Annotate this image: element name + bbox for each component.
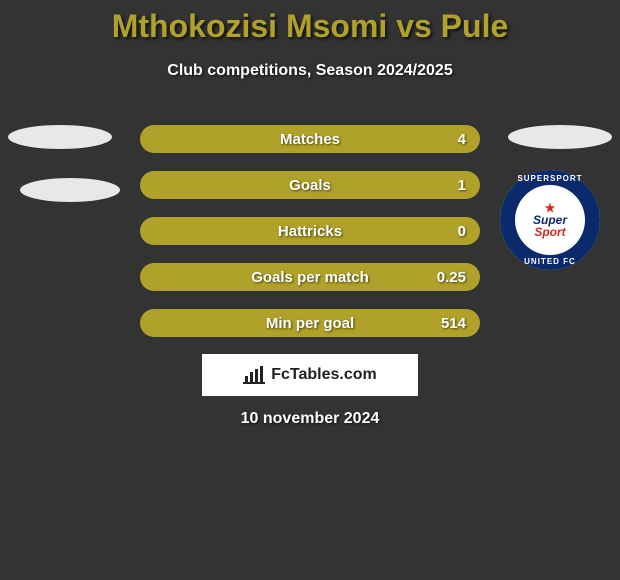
stat-bar: Matches 4: [140, 125, 480, 153]
stat-label: Goals: [289, 177, 331, 194]
subtitle: Club competitions, Season 2024/2025: [0, 62, 620, 80]
watermark-text: FcTables.com: [271, 366, 377, 384]
placeholder-oval-right-1: [508, 125, 612, 149]
stat-bar: Goals per match 0.25: [140, 263, 480, 291]
placeholder-oval-left-2: [20, 178, 120, 202]
stat-value-right: 1: [458, 177, 466, 194]
placeholder-oval-left-1: [8, 125, 112, 149]
badge-ring-text-bot: UNITED FC: [524, 257, 576, 266]
chart-icon: [243, 366, 265, 384]
badge-sport-text: Sport: [534, 226, 565, 238]
stat-bar: Goals 1: [140, 171, 480, 199]
watermark: FcTables.com: [202, 354, 418, 396]
club-badge: SUPERSPORT UNITED FC ★ Super Sport: [500, 170, 600, 270]
badge-ring-text-top: SUPERSPORT: [517, 174, 582, 183]
date-text: 10 november 2024: [0, 410, 620, 428]
stat-value-right: 514: [441, 315, 466, 332]
badge-inner: ★ Super Sport: [515, 185, 585, 255]
stat-value-right: 4: [458, 131, 466, 148]
badge-ring: SUPERSPORT UNITED FC ★ Super Sport: [500, 170, 600, 270]
stat-bar: Min per goal 514: [140, 309, 480, 337]
stat-label: Min per goal: [266, 315, 354, 332]
page-title: Mthokozisi Msomi vs Pule: [0, 8, 620, 45]
stat-label: Hattricks: [278, 223, 342, 240]
stat-bars: Matches 4 Goals 1 Hattricks 0 Goals per …: [140, 125, 480, 355]
stat-bar: Hattricks 0: [140, 217, 480, 245]
stat-label: Matches: [280, 131, 340, 148]
stat-value-right: 0.25: [437, 269, 466, 286]
stat-label: Goals per match: [251, 269, 369, 286]
stat-value-right: 0: [458, 223, 466, 240]
